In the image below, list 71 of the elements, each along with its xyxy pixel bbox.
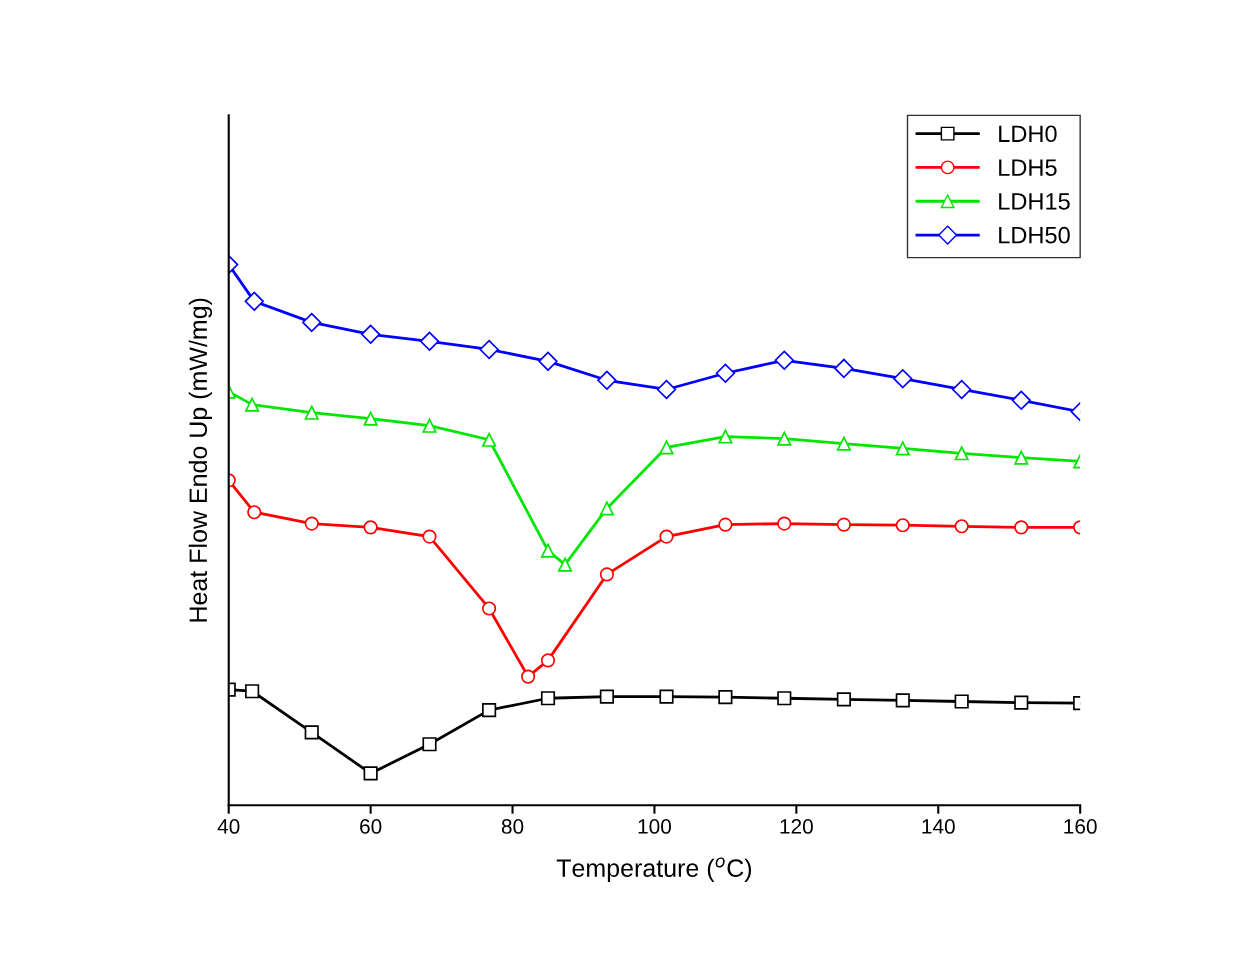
point: [540, 543, 556, 558]
point: [718, 517, 733, 532]
point: [895, 518, 910, 533]
point: [482, 432, 497, 447]
point: [422, 529, 437, 544]
point: [777, 516, 792, 531]
x-axis-title: Temperature ($^{o}$C): [556, 857, 752, 882]
x-tick-label: 140: [922, 819, 955, 834]
point: [419, 331, 440, 352]
x-tick-label: 160: [1064, 819, 1097, 834]
point: [954, 446, 969, 461]
point: [659, 529, 674, 544]
y-axis-title: Heat Flow Endo Up (mW/mg): [188, 298, 213, 622]
point: [954, 694, 969, 709]
x-tick-label: 120: [780, 819, 813, 834]
legend-label: LDH0: [999, 125, 1057, 143]
point: [482, 703, 497, 718]
point: [599, 689, 614, 704]
point: [1014, 450, 1029, 465]
point: [954, 519, 969, 534]
point: [363, 520, 378, 535]
point: [951, 379, 972, 400]
point: [360, 324, 381, 344]
point: [718, 429, 733, 444]
point: [599, 501, 614, 516]
point: [540, 653, 556, 668]
point: [521, 669, 536, 684]
point: [715, 363, 736, 383]
point: [774, 350, 794, 370]
point: [659, 689, 674, 704]
point: [422, 737, 437, 752]
point: [895, 693, 910, 708]
point: [659, 440, 674, 455]
point: [244, 291, 264, 312]
point: [557, 557, 573, 572]
point: [304, 725, 319, 740]
x-tick-label: 60: [360, 819, 382, 834]
point: [304, 405, 319, 420]
point: [836, 517, 851, 532]
legend-label: LDH50: [999, 226, 1070, 244]
x-tick-label: 80: [501, 819, 524, 834]
x-tick-label: 100: [638, 819, 672, 834]
point: [895, 441, 910, 456]
point: [777, 431, 792, 446]
point: [302, 312, 322, 333]
point: [363, 411, 378, 426]
point: [538, 351, 558, 372]
point: [422, 418, 437, 433]
point: [656, 379, 677, 400]
point: [718, 690, 733, 705]
point: [893, 368, 913, 389]
point: [777, 691, 792, 706]
point: [479, 339, 499, 360]
point: [836, 692, 851, 707]
point: [1014, 520, 1029, 535]
point: [245, 397, 260, 412]
point: [836, 436, 851, 451]
point: [597, 370, 617, 390]
point: [363, 766, 378, 781]
point: [1011, 390, 1031, 410]
point: [482, 601, 497, 616]
point: [247, 505, 262, 520]
point: [599, 567, 614, 582]
legend-label: LDH5: [999, 159, 1057, 176]
legend-label: LDH15: [999, 193, 1070, 210]
x-tick-label: 40: [217, 819, 240, 834]
point: [1014, 695, 1029, 710]
point: [245, 684, 260, 699]
point: [834, 358, 854, 379]
point: [540, 691, 556, 706]
point: [304, 516, 319, 531]
